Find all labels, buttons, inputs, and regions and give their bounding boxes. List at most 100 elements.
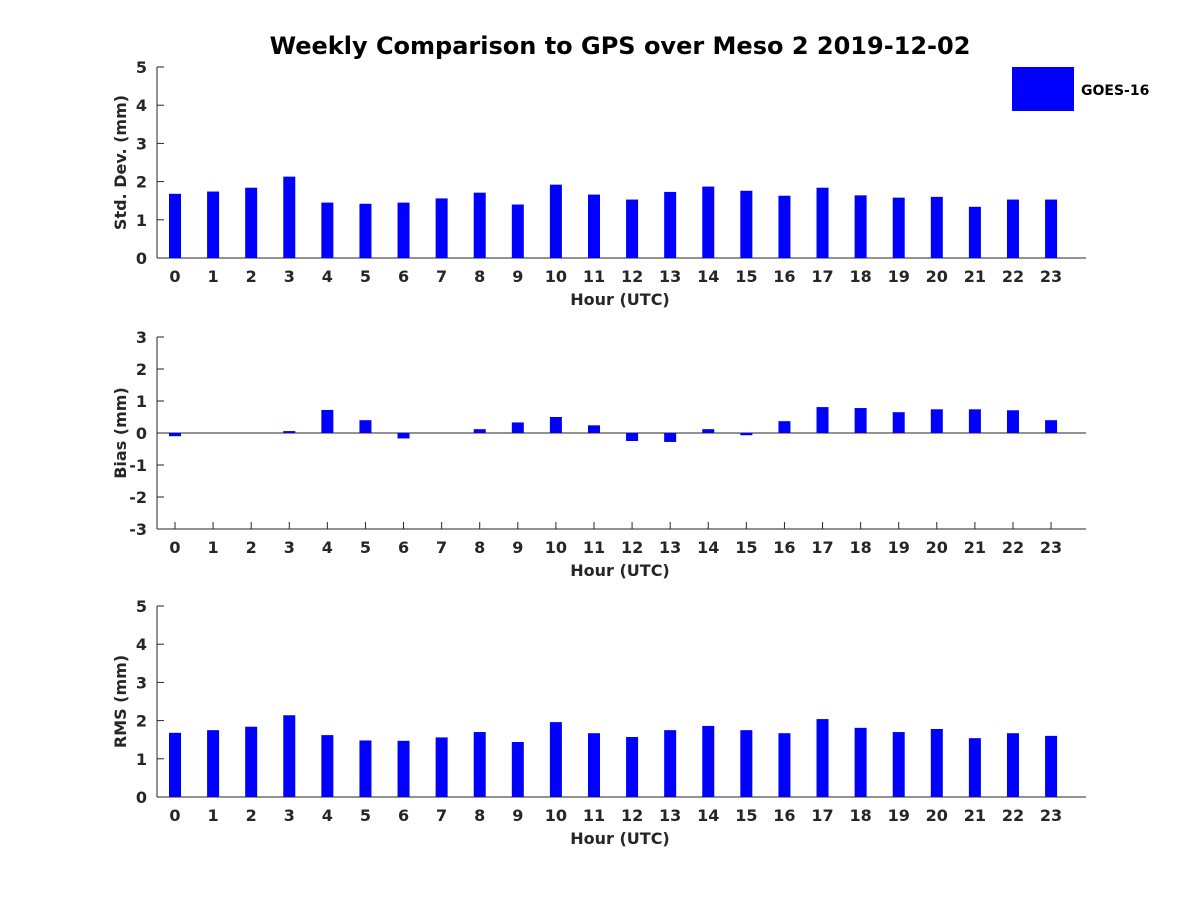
bar-hour-6 — [397, 740, 410, 797]
bar-hour-12 — [626, 433, 639, 441]
bar-hour-23 — [1045, 199, 1058, 258]
bar-hour-17 — [816, 187, 829, 258]
bar-hour-12 — [626, 199, 639, 258]
bar-hour-19 — [892, 197, 905, 258]
x-tick-label: 9 — [512, 538, 523, 557]
x-tick-label: 6 — [398, 267, 409, 286]
x-tick-label: 7 — [436, 267, 447, 286]
bar-hour-13 — [664, 433, 677, 442]
bar-hour-0 — [169, 433, 181, 437]
x-tick-label: 6 — [398, 538, 409, 557]
x-tick-label: 11 — [583, 806, 605, 825]
bar-hour-16 — [778, 733, 791, 797]
bar-hour-12 — [626, 737, 639, 797]
x-tick-label: 23 — [1040, 538, 1062, 557]
x-tick-label: 5 — [360, 267, 371, 286]
x-tick-label: 5 — [360, 806, 371, 825]
x-axis-label: Hour (UTC) — [570, 829, 670, 848]
x-tick-label: 16 — [773, 538, 795, 557]
bar-hour-10 — [549, 184, 562, 258]
bar-hour-18 — [854, 727, 867, 797]
bar-hour-20 — [930, 409, 943, 433]
bar-hour-3 — [283, 176, 296, 258]
x-tick-label: 11 — [583, 267, 605, 286]
y-tick-label: 0 — [136, 788, 147, 807]
y-tick-label: -2 — [129, 488, 147, 507]
y-tick-label: 2 — [136, 712, 147, 731]
bar-hour-4 — [321, 409, 334, 433]
x-tick-label: 4 — [322, 538, 333, 557]
bar-hour-1 — [207, 730, 220, 797]
x-tick-label: 6 — [398, 806, 409, 825]
x-tick-label: 12 — [621, 267, 643, 286]
bar-hour-20 — [930, 729, 943, 797]
x-tick-label: 10 — [545, 806, 567, 825]
bar-hour-0 — [169, 732, 181, 797]
y-axis-label: RMS (mm) — [111, 655, 130, 748]
y-tick-label: 2 — [136, 360, 147, 379]
y-tick-label: -3 — [129, 520, 147, 539]
x-tick-label: 18 — [849, 538, 871, 557]
y-tick-label: 1 — [136, 750, 147, 769]
x-tick-label: 11 — [583, 538, 605, 557]
x-tick-label: 9 — [512, 267, 523, 286]
y-axis-label: Std. Dev. (mm) — [111, 95, 130, 230]
bar-hour-21 — [968, 409, 981, 433]
bar-hour-16 — [778, 421, 791, 433]
bar-hour-11 — [587, 425, 600, 433]
bar-hour-11 — [587, 194, 600, 258]
y-tick-label: 3 — [136, 673, 147, 692]
y-tick-label: 4 — [136, 635, 147, 654]
x-tick-label: 17 — [811, 267, 833, 286]
bar-hour-23 — [1045, 420, 1058, 433]
legend-swatch — [1012, 67, 1074, 111]
legend: GOES-16 — [1012, 67, 1149, 111]
x-tick-label: 15 — [735, 267, 757, 286]
bar-hour-15 — [740, 433, 753, 436]
bar-hour-15 — [740, 190, 753, 258]
bar-hour-8 — [473, 192, 486, 258]
x-tick-label: 13 — [659, 538, 681, 557]
x-tick-label: 7 — [436, 538, 447, 557]
bar-hour-7 — [435, 737, 448, 797]
x-tick-label: 4 — [322, 806, 333, 825]
x-tick-label: 1 — [208, 538, 219, 557]
bar-hour-15 — [740, 730, 753, 797]
x-axis-label: Hour (UTC) — [570, 561, 670, 580]
x-tick-label: 8 — [474, 267, 485, 286]
bar-hour-9 — [511, 741, 524, 797]
bar-hour-18 — [854, 195, 867, 258]
y-tick-label: 1 — [136, 211, 147, 230]
x-tick-label: 13 — [659, 267, 681, 286]
bar-hour-5 — [359, 420, 372, 433]
bar-hour-8 — [473, 732, 486, 797]
bar-hour-4 — [321, 202, 334, 258]
x-tick-label: 2 — [246, 538, 257, 557]
x-tick-label: 3 — [284, 806, 295, 825]
x-tick-label: 10 — [545, 538, 567, 557]
x-tick-label: 13 — [659, 806, 681, 825]
x-tick-label: 19 — [888, 267, 910, 286]
x-tick-label: 0 — [169, 267, 180, 286]
bar-hour-20 — [930, 196, 943, 258]
x-tick-label: 12 — [621, 538, 643, 557]
bar-hour-3 — [283, 431, 296, 433]
x-tick-label: 2 — [246, 806, 257, 825]
x-tick-label: 18 — [849, 806, 871, 825]
x-tick-label: 18 — [849, 267, 871, 286]
bar-hour-6 — [397, 202, 410, 258]
x-axis-label: Hour (UTC) — [570, 290, 670, 309]
x-tick-label: 23 — [1040, 267, 1062, 286]
bar-hour-13 — [664, 191, 677, 258]
x-tick-label: 4 — [322, 267, 333, 286]
x-tick-label: 22 — [1002, 267, 1024, 286]
bar-hour-9 — [511, 204, 524, 258]
bar-hour-11 — [587, 733, 600, 797]
bar-hour-5 — [359, 740, 372, 797]
y-tick-label: 5 — [136, 597, 147, 616]
bar-hour-3 — [283, 715, 296, 797]
